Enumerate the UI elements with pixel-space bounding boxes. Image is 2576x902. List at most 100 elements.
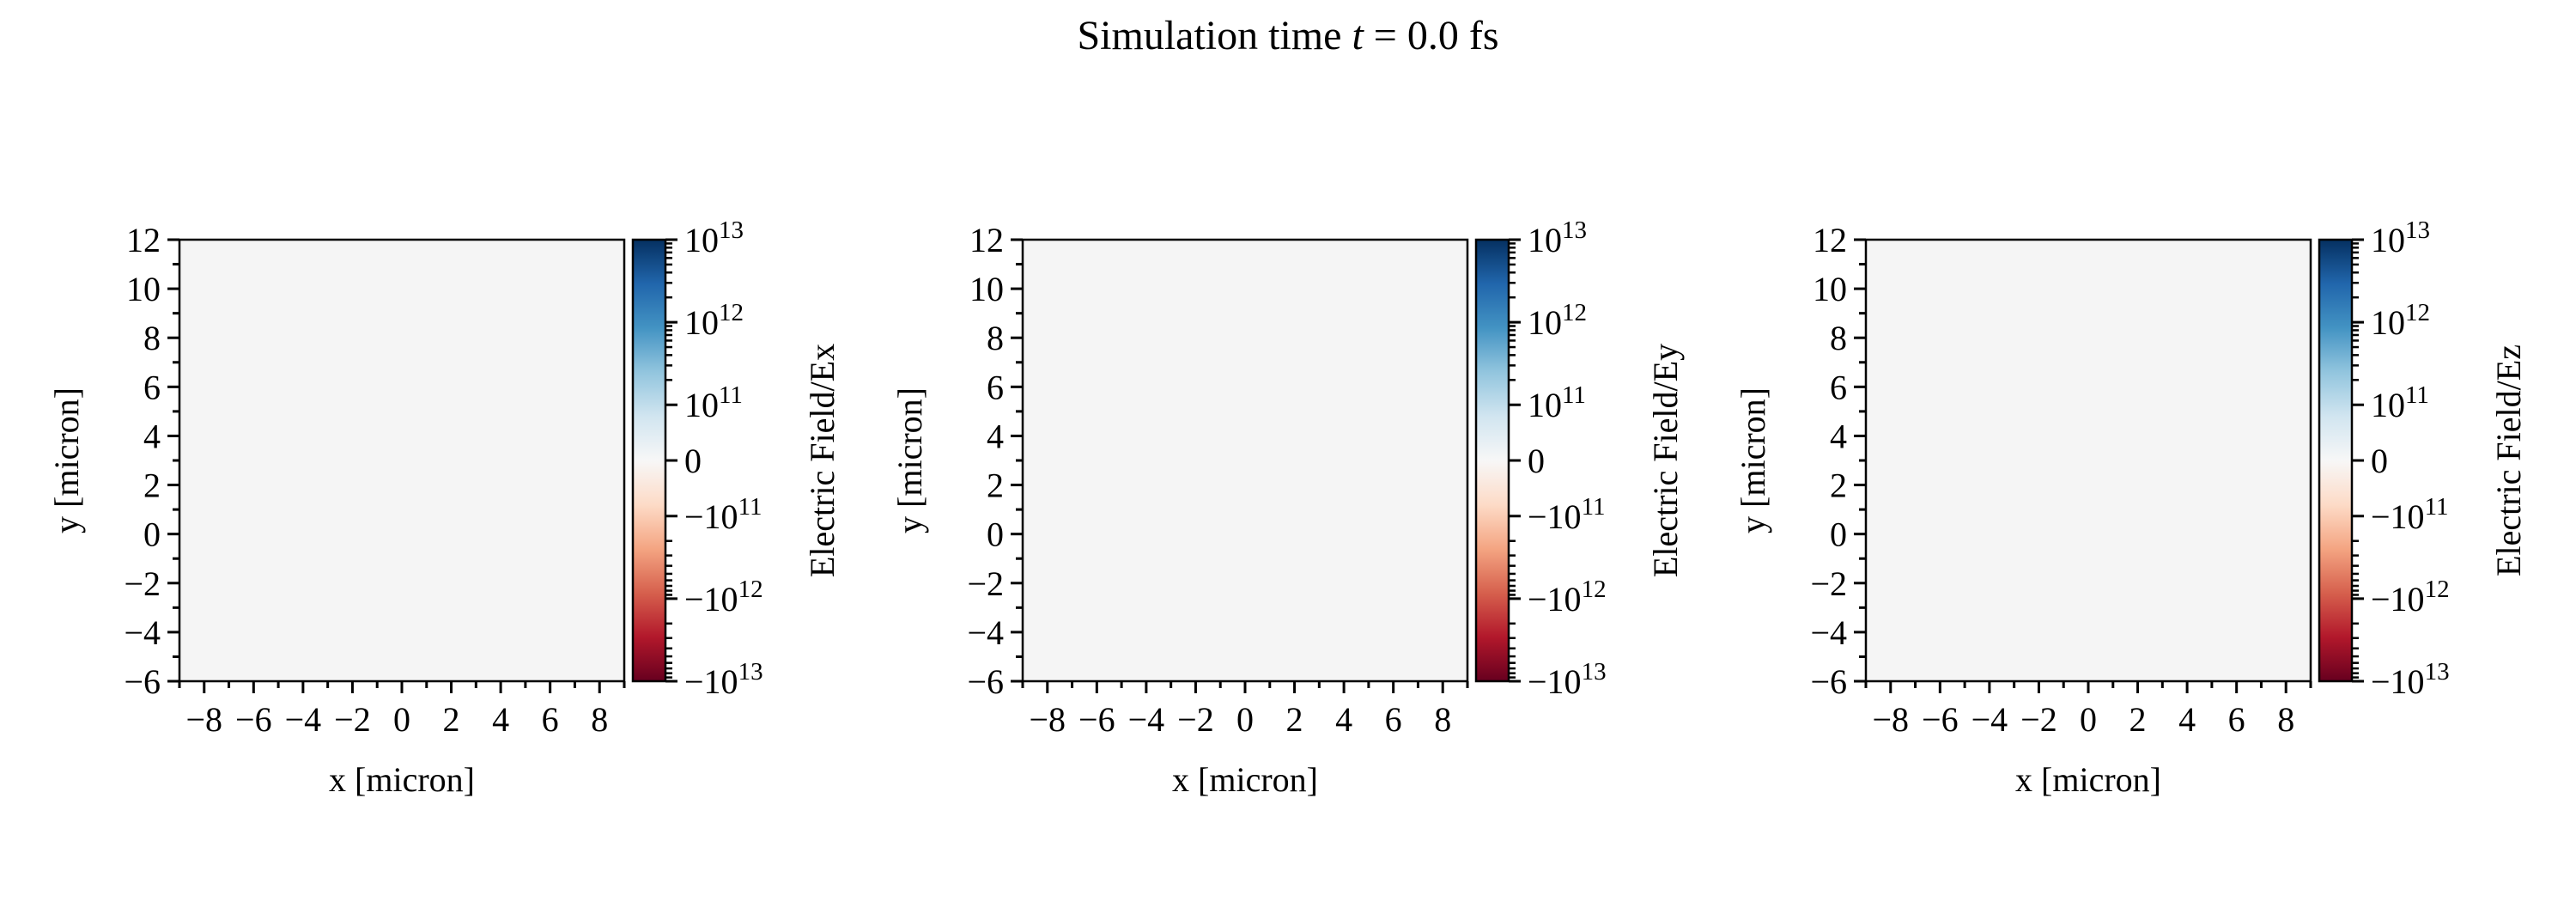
figure-title: Simulation time t = 0.0 fs: [0, 12, 2576, 59]
colorbar-tick-base: 10: [1528, 386, 1562, 424]
colorbar-tick-exponent: 11: [1562, 381, 1586, 409]
y-tick-label: −6: [124, 662, 161, 701]
colorbar-tick-base: 10: [1528, 221, 1562, 259]
colorbar-tick-label: 1013: [1528, 216, 1587, 259]
colorbar-tick-exponent: 12: [738, 576, 763, 603]
colorbar-tick-label: −1012: [684, 576, 763, 619]
y-tick-label: −2: [1810, 564, 1847, 603]
x-tick-label: −8: [1029, 700, 1066, 739]
colorbar-tick-label: −1013: [1528, 658, 1607, 701]
y-tick-label: 6: [1830, 368, 1847, 406]
title-suffix: = 0.0 fs: [1363, 13, 1499, 58]
colorbar-tick-label: 0: [1528, 442, 1545, 480]
y-tick-label: 0: [1830, 515, 1847, 554]
colorbar-tick-label: 1012: [684, 299, 744, 342]
y-tick-label: 6: [143, 368, 161, 406]
colorbar-tick-exponent: 13: [2425, 658, 2450, 686]
x-tick-label: 8: [1434, 700, 1451, 739]
y-tick-label: 0: [143, 515, 161, 554]
title-prefix: Simulation time: [1077, 13, 1352, 58]
x-tick-label: 2: [2129, 700, 2147, 739]
x-axis-label: x [micron]: [329, 760, 475, 799]
axes-frame: [178, 238, 626, 683]
colorbar-tick-exponent: 11: [2405, 381, 2429, 409]
y-tick-label: 4: [1830, 417, 1847, 455]
colorbar-label: Electric Field/Ex: [803, 344, 841, 577]
x-tick-label: −4: [1128, 700, 1165, 739]
x-tick-label: 6: [1385, 700, 1402, 739]
x-axis-label: x [micron]: [2015, 760, 2161, 799]
colorbar-tick-label: −1011: [684, 493, 762, 536]
y-axis-label: y [micron]: [47, 387, 86, 533]
colorbar-tick-exponent: 12: [2425, 576, 2450, 603]
colorbar-tick-exponent: 12: [719, 299, 744, 326]
y-tick-label: −6: [1810, 662, 1847, 701]
colorbar-tick-base: −10: [1528, 497, 1582, 536]
y-tick-label: −4: [967, 613, 1004, 652]
colorbar-tick-exponent: 11: [738, 493, 762, 521]
colorbar-tick-base: 10: [1528, 303, 1562, 342]
colorbar-tick-base: 10: [684, 303, 719, 342]
x-tick-label: −8: [185, 700, 222, 739]
x-tick-label: −6: [1922, 700, 1959, 739]
x-tick-label: −4: [1971, 700, 2008, 739]
y-tick-label: 6: [987, 368, 1004, 406]
colorbar-tick-base: 10: [2371, 303, 2405, 342]
colorbar-tick-base: 0: [1528, 442, 1545, 480]
x-axis-label: x [micron]: [1172, 760, 1318, 799]
x-tick-label: −2: [334, 700, 371, 739]
y-tick-label: 8: [1830, 319, 1847, 357]
y-tick-label: 10: [969, 270, 1004, 308]
y-tick-label: 4: [143, 417, 161, 455]
y-tick-label: 2: [987, 466, 1004, 505]
colorbar-tick-exponent: 12: [2405, 299, 2430, 326]
colorbar-tick-base: −10: [2371, 580, 2425, 619]
y-tick-label: 4: [987, 417, 1004, 455]
x-tick-label: 0: [1236, 700, 1254, 739]
colorbar-tick-label: −1011: [1528, 493, 1606, 536]
colorbar-gradient: [633, 240, 665, 681]
colorbar-tick-label: 1013: [2371, 216, 2430, 259]
x-tick-label: 4: [492, 700, 509, 739]
y-axis-label: y [micron]: [890, 387, 929, 533]
colorbar-tick-base: −10: [1528, 662, 1582, 701]
colorbar-tick-base: 10: [2371, 386, 2405, 424]
colorbar-tick-label: 1011: [684, 381, 743, 424]
colorbar-tick-label: −1013: [2371, 658, 2450, 701]
colorbar-tick-label: 0: [684, 442, 702, 480]
x-tick-label: 8: [591, 700, 608, 739]
colorbar-tick-base: 10: [684, 221, 719, 259]
colorbar-gradient: [2319, 240, 2352, 681]
x-tick-label: 6: [542, 700, 559, 739]
colorbar-tick-label: −1012: [1528, 576, 1607, 619]
y-axis-label: y [micron]: [1734, 387, 1772, 533]
colorbar-tick-label: 1011: [2371, 381, 2429, 424]
colorbar-tick-exponent: 11: [719, 381, 743, 409]
y-tick-label: 10: [126, 270, 161, 308]
x-tick-label: −2: [2020, 700, 2057, 739]
colorbar-frame: [631, 238, 667, 683]
title-variable: t: [1352, 13, 1364, 58]
y-tick-label: 8: [987, 319, 1004, 357]
colorbar-tick-label: −1011: [2371, 493, 2449, 536]
y-tick-label: 12: [1813, 221, 1847, 259]
y-tick-label: 2: [143, 466, 161, 505]
colorbar-gradient: [1476, 240, 1509, 681]
x-tick-label: 4: [1335, 700, 1352, 739]
colorbar-tick-base: 0: [684, 442, 702, 480]
colorbar-tick-base: −10: [2371, 497, 2425, 536]
colorbar-tick-base: −10: [684, 497, 738, 536]
colorbar-tick-base: −10: [684, 662, 738, 701]
x-tick-label: −4: [285, 700, 322, 739]
colorbar-tick-exponent: 13: [1582, 658, 1607, 686]
y-tick-label: −2: [124, 564, 161, 603]
colorbar-tick-base: 0: [2371, 442, 2388, 480]
y-tick-label: −2: [967, 564, 1004, 603]
colorbar-tick-exponent: 11: [1582, 493, 1606, 521]
field-heatmap: [179, 240, 624, 681]
colorbar-tick-label: −1012: [2371, 576, 2450, 619]
